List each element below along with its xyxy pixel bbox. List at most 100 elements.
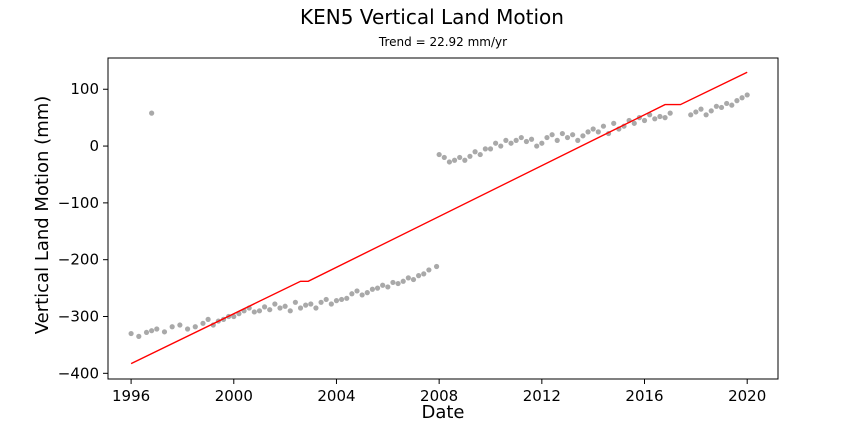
observation-point <box>739 95 745 101</box>
observation-point <box>149 328 155 334</box>
observation-point <box>451 157 458 163</box>
observation-point <box>251 309 257 315</box>
observation-point <box>433 263 440 270</box>
observation-point <box>287 308 293 314</box>
observation-point <box>405 275 411 281</box>
observation-point <box>559 130 565 137</box>
x-tick-label: 2004 <box>317 387 355 405</box>
observation-point <box>528 136 535 142</box>
observation-point <box>493 140 499 146</box>
observation-point <box>564 134 571 141</box>
observation-point <box>549 132 555 138</box>
observation-point <box>585 129 591 135</box>
observation-point <box>292 299 298 305</box>
chart-subtitle: Trend = 22.92 mm/yr <box>378 35 507 49</box>
observation-point <box>734 98 740 104</box>
observation-point <box>374 285 381 291</box>
observation-point <box>128 330 134 337</box>
observation-point <box>718 104 725 111</box>
observation-point <box>441 154 447 161</box>
observation-point <box>354 288 360 294</box>
observation-point <box>688 112 694 118</box>
observation-point <box>554 137 560 143</box>
observation-point <box>359 292 365 298</box>
observation-point <box>282 303 288 309</box>
observation-point <box>339 296 345 303</box>
observation-point <box>698 106 704 112</box>
observation-point <box>395 280 401 287</box>
observation-point <box>205 316 211 322</box>
plot-frame <box>107 57 779 380</box>
observation-point <box>400 278 406 284</box>
observation-point <box>385 284 391 290</box>
observation-point <box>369 286 376 292</box>
observation-point <box>518 134 524 141</box>
observation-point <box>416 273 422 279</box>
observation-point <box>426 267 432 273</box>
x-tick-label: 2020 <box>728 387 766 405</box>
x-tick-label: 1996 <box>112 387 150 405</box>
observation-point <box>534 143 540 149</box>
observation-point <box>462 157 468 163</box>
observation-point <box>570 132 576 138</box>
y-axis-label: Vertical Land Motion (mm) <box>32 96 53 335</box>
observation-point <box>713 103 719 109</box>
observation-point <box>575 137 581 143</box>
observation-point <box>631 120 637 126</box>
observation-point <box>328 301 334 307</box>
observation-point <box>513 137 519 143</box>
observation-point <box>744 92 750 98</box>
observation-point <box>657 113 663 120</box>
plot-area <box>128 71 750 365</box>
observation-point <box>457 154 463 161</box>
observation-point <box>390 279 396 286</box>
observation-point <box>472 149 478 155</box>
observation-point <box>297 305 304 311</box>
observation-point <box>349 291 355 297</box>
x-tick-label: 2008 <box>420 387 458 405</box>
observation-point <box>344 295 350 301</box>
observation-point <box>729 102 735 108</box>
x-axis-ticks: 1996 2000 2004 2008 2012 2016 2020 <box>112 379 766 405</box>
observation-point <box>161 329 168 335</box>
observation-point <box>477 151 483 158</box>
observation-point <box>724 100 730 107</box>
observation-point <box>611 120 617 126</box>
observation-point <box>308 301 314 307</box>
observation-point <box>544 134 550 141</box>
observation-point <box>421 271 427 277</box>
observation-point <box>380 282 386 288</box>
y-tick-label: −300 <box>58 308 99 326</box>
observation-point <box>600 123 607 129</box>
observation-point <box>580 133 586 139</box>
observation-point <box>231 313 237 320</box>
y-tick-label: −400 <box>58 364 99 382</box>
observation-point <box>313 305 319 311</box>
observation-point <box>503 137 509 143</box>
y-tick-label: −200 <box>58 251 99 269</box>
observation-point <box>703 112 709 118</box>
observation-point <box>303 302 309 308</box>
observation-point <box>364 290 370 296</box>
observation-point <box>482 146 488 152</box>
x-tick-label: 2012 <box>523 387 561 405</box>
observation-point <box>508 140 514 146</box>
observation-point <box>708 108 714 114</box>
observation-point <box>446 159 453 165</box>
observation-point <box>256 308 263 314</box>
observation-point <box>177 322 183 328</box>
observation-point <box>169 324 175 330</box>
observation-point <box>641 117 648 124</box>
x-tick-label: 2000 <box>215 387 253 405</box>
observation-point <box>184 326 191 332</box>
observation-point <box>261 304 268 310</box>
observation-point <box>318 299 324 305</box>
observation-point <box>467 153 473 159</box>
trend-line <box>130 71 748 365</box>
y-axis-ticks: −400 −300 −200 −100 0 100 <box>58 80 108 382</box>
observation-point <box>192 324 198 330</box>
observation-point <box>595 129 601 135</box>
observation-point <box>272 301 278 307</box>
y-tick-label: 0 <box>89 137 99 155</box>
